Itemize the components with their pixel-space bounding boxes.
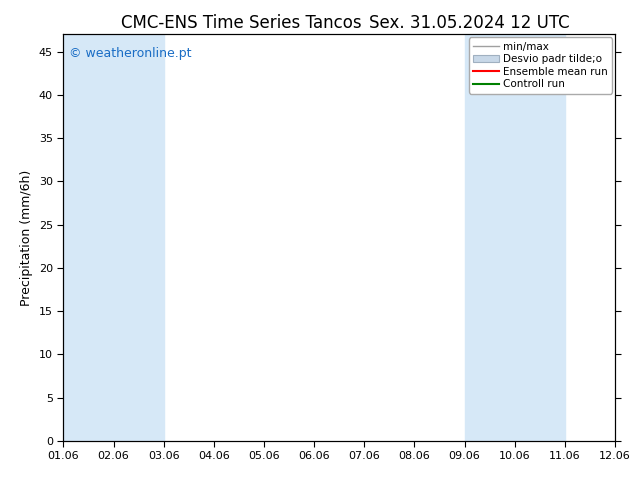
Text: Sex. 31.05.2024 12 UTC: Sex. 31.05.2024 12 UTC xyxy=(369,14,569,32)
Y-axis label: Precipitation (mm/6h): Precipitation (mm/6h) xyxy=(20,170,34,306)
Text: © weatheronline.pt: © weatheronline.pt xyxy=(69,47,191,59)
Bar xyxy=(465,34,565,441)
Text: CMC-ENS Time Series Tancos: CMC-ENS Time Series Tancos xyxy=(120,14,361,32)
Bar xyxy=(63,34,164,441)
Legend: min/max, Desvio padr tilde;o, Ensemble mean run, Controll run: min/max, Desvio padr tilde;o, Ensemble m… xyxy=(469,37,612,94)
